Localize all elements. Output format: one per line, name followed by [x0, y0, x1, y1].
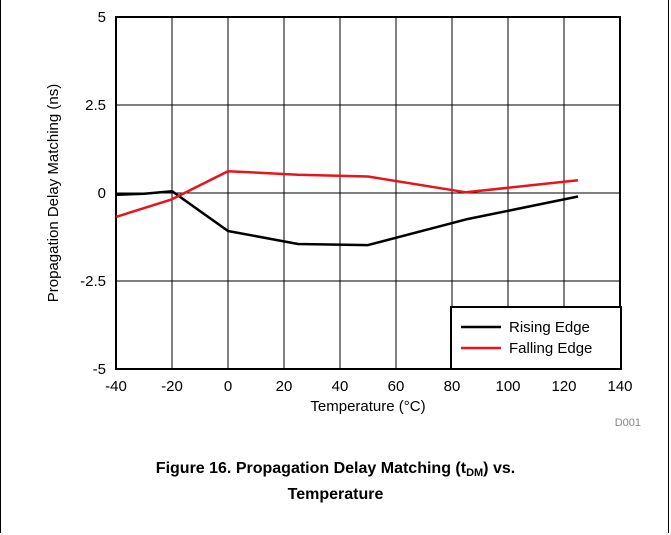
x-tick-label: 100 — [495, 378, 520, 395]
x-axis-label: Temperature (°C) — [310, 398, 425, 415]
y-tick-label: 0 — [98, 185, 106, 202]
x-tick-label: 40 — [332, 378, 349, 395]
x-tick-label: -20 — [161, 378, 183, 395]
x-tick-label: -40 — [105, 378, 127, 395]
x-tick-labels: -40 -20 0 20 40 60 80 100 120 140 — [105, 378, 632, 395]
y-tick-label: -2.5 — [80, 273, 106, 290]
y-tick-labels: -5 -2.5 0 2.5 5 — [80, 9, 106, 378]
figure-caption: Figure 16. Propagation Delay Matching (t… — [0, 458, 671, 505]
series-line-falling-edge — [115, 169, 579, 219]
x-tick-label: 0 — [224, 378, 232, 395]
legend: Rising Edge Falling Edge — [450, 306, 622, 370]
x-tick-label: 80 — [444, 378, 461, 395]
legend-label: Rising Edge — [509, 319, 590, 336]
series-line-rising-edge — [115, 189, 579, 247]
x-tick-label: 20 — [276, 378, 293, 395]
caption-prefix: Figure 16. Propagation Delay Matching (t — [155, 460, 467, 477]
caption-suffix: ) vs. — [483, 460, 516, 477]
plot-area — [115, 16, 621, 370]
legend-box — [450, 306, 622, 370]
y-tick-label: -5 — [93, 361, 106, 378]
y-tick-label: 2.5 — [85, 97, 106, 114]
x-tick-label: 60 — [388, 378, 405, 395]
legend-label: Falling Edge — [509, 340, 592, 357]
y-axis-label: Propagation Delay Matching (ns) — [45, 84, 62, 302]
figure-code: D001 — [615, 417, 641, 429]
caption-line2: Temperature — [287, 486, 384, 503]
y-tick-label: 5 — [98, 9, 106, 26]
series-group — [115, 169, 579, 247]
line-chart: -40 -20 0 20 40 60 80 100 120 140 -5 -2.5 0 2.5 5 Tem… — [45, 9, 641, 429]
x-tick-label: 140 — [607, 378, 632, 395]
caption-subscript: DM — [466, 467, 484, 479]
x-tick-label: 120 — [551, 378, 576, 395]
